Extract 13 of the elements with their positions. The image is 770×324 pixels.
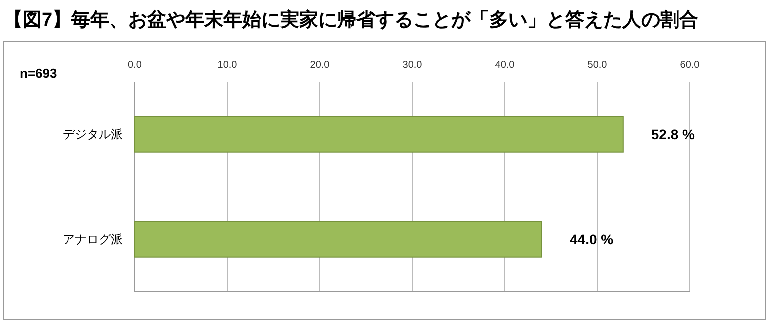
x-tick-label: 40.0 (495, 60, 516, 71)
x-tick-label: 30.0 (402, 60, 423, 71)
data-label: 44.0 % (570, 232, 614, 248)
text: n=693 (20, 66, 58, 81)
y-tick-label: デジタル派 (63, 128, 123, 142)
data-label: 52.8 % (651, 126, 696, 142)
x-tick-label: 10.0 (218, 60, 238, 71)
x-tick-label: 50.0 (588, 60, 608, 71)
chart-title: 【図7】毎年、お盆や年末年始に実家に帰省することが「多い」と答えた人の割合 (4, 9, 699, 31)
x-tick-label: 60.0 (680, 60, 700, 71)
y-tick-label: アナログ派 (63, 232, 123, 246)
x-tick-label: 20.0 (310, 60, 330, 71)
x-tick-label: 0.0 (128, 60, 142, 71)
